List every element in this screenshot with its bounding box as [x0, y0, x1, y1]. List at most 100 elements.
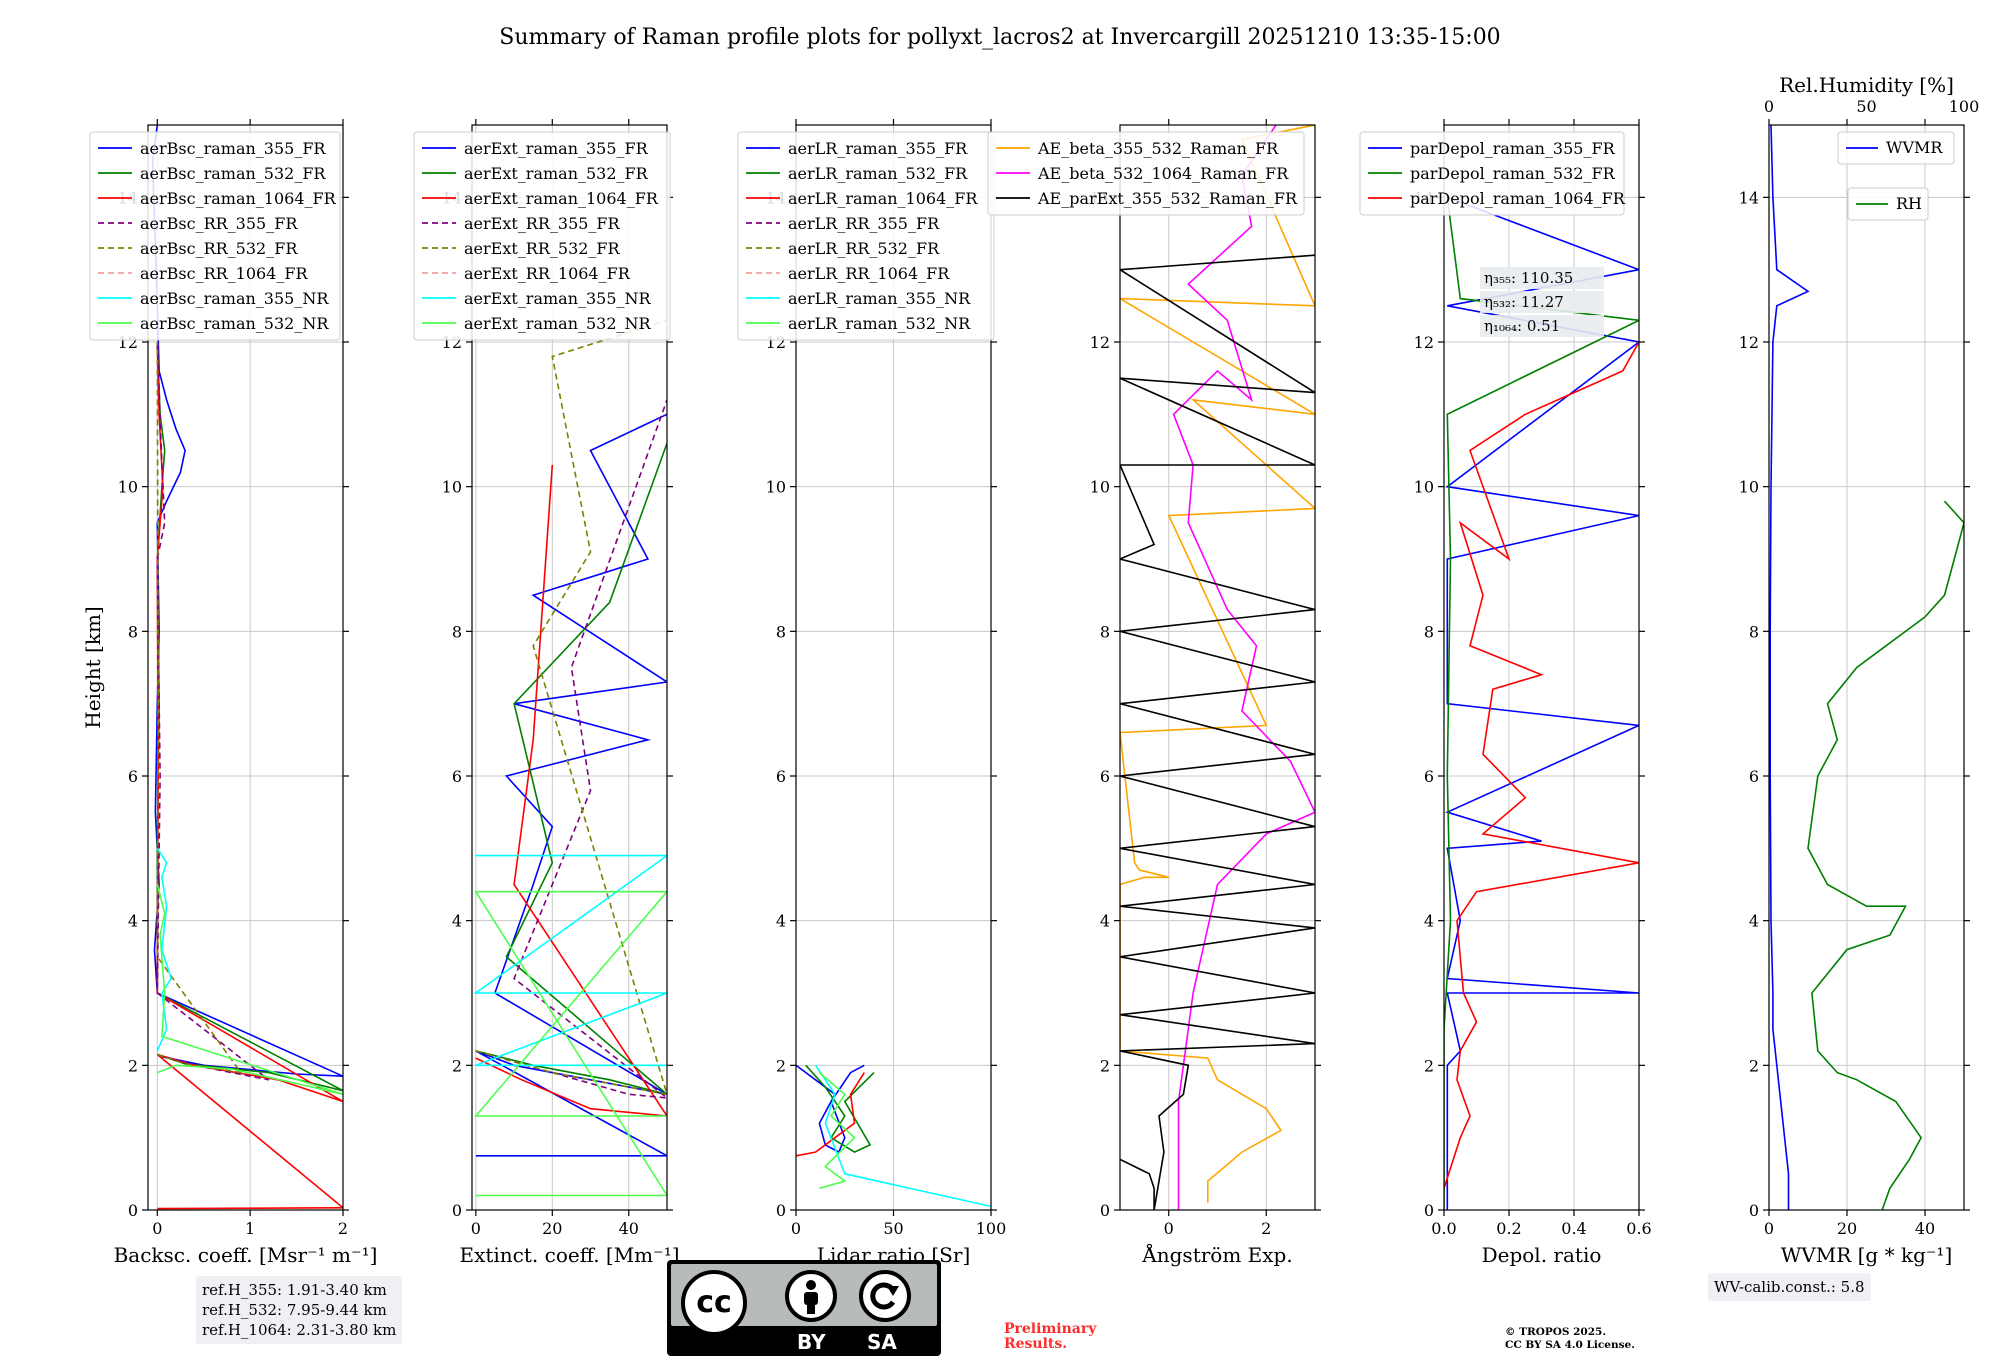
- series-line-parDepol_raman_1064_FR: [1444, 341, 1639, 1189]
- y-tick-label: 8: [1100, 622, 1110, 641]
- x-tick-label: 100: [976, 1219, 1007, 1238]
- legend-label-aerExt_RR_355_FR: aerExt_RR_355_FR: [464, 214, 621, 233]
- legend-label-parDepol_raman_1064_FR: parDepol_raman_1064_FR: [1410, 189, 1626, 208]
- series-line-AE_parExt_355_532_Raman_FR: [1120, 254, 1315, 1210]
- y-tick-label: 10: [118, 478, 138, 497]
- series-line-aerExt_RR_532_FR: [475, 319, 667, 1096]
- y-tick-label: 2: [1100, 1056, 1110, 1075]
- axes-frame: [1768, 124, 1965, 1211]
- y-tick-label: 10: [1414, 478, 1434, 497]
- y-tick-label: 2: [128, 1056, 138, 1075]
- series-line-parDepol_raman_532_FR: [1444, 197, 1639, 1210]
- x-tick-label: 0.6: [1626, 1219, 1651, 1238]
- y-tick-label: 4: [1749, 912, 1759, 931]
- annotation-box: [1480, 291, 1604, 313]
- y-tick-label: 4: [776, 912, 786, 931]
- top-tick-label: 0: [1764, 97, 1774, 116]
- legend-label-aerLR_raman_355_FR: aerLR_raman_355_FR: [788, 139, 968, 158]
- series-line-aerExt_raman_355_FR: [475, 413, 667, 1157]
- y-tick-label: 10: [1090, 478, 1110, 497]
- series-group-ext: [473, 319, 667, 1197]
- series-line-aerBsc_RR_532_FR: [156, 341, 243, 1074]
- x-axis-label: Depol. ratio: [1482, 1243, 1602, 1267]
- wv-calib-const: WV-calib.const.: 5.8: [1714, 1278, 1865, 1296]
- y-tick-label: 6: [776, 767, 786, 786]
- x-tick-label: 0: [471, 1219, 481, 1238]
- x-axis-label: WVMR [g * kg⁻¹]: [1781, 1243, 1953, 1267]
- copyright-line-2: CC BY SA 4.0 License.: [1505, 1339, 1635, 1351]
- legend-label-aerLR_raman_1064_FR: aerLR_raman_1064_FR: [788, 189, 978, 208]
- series-line-aerExt_raman_1064_FR: [475, 464, 667, 1117]
- series-line-WVMR: [1769, 125, 1810, 1210]
- legend-label-aerLR_RR_1064_FR: aerLR_RR_1064_FR: [788, 264, 950, 283]
- series-group-depol: [1444, 196, 1639, 1210]
- y-tick-label: 12: [1090, 333, 1110, 352]
- x-tick-label: 0.4: [1561, 1219, 1586, 1238]
- top-tick-label: 100: [1949, 97, 1980, 116]
- panel-ext: 0204002468101214Extinct. coeff. [Mm⁻¹]ae…: [413, 119, 680, 1267]
- cc-sa-label: SA: [867, 1330, 897, 1354]
- y-tick-label: 4: [128, 912, 138, 931]
- ref-h-355: ref.H_355: 1.91-3.40 km: [202, 1281, 387, 1299]
- y-tick-label: 2: [1749, 1056, 1759, 1075]
- series-line-aerLR_raman_532_NR: [818, 1071, 856, 1190]
- series-line-aerExt_raman_532_FR: [475, 443, 667, 1096]
- y-tick-label: 0: [776, 1201, 786, 1220]
- series-line-aerExt_RR_355_FR: [475, 399, 667, 1099]
- legend-label-aerLR_raman_532_NR: aerLR_raman_532_NR: [788, 314, 971, 333]
- share-alike-glyph: [870, 1282, 899, 1310]
- preliminary-line-1: Preliminary: [1004, 1321, 1097, 1337]
- y-tick-label: 6: [128, 767, 138, 786]
- x-tick-label: 20: [1837, 1219, 1857, 1238]
- preliminary-notice: Preliminary Results.: [1004, 1322, 1096, 1352]
- panel-wv: 0 20 40 0 2 4 6 8 10 12 14 WVMR [g * kg⁻¹] 0 50 100Rel…: [1739, 73, 1980, 1267]
- y-tick-label: 6: [1100, 767, 1110, 786]
- y-tick-label: 12: [1739, 333, 1759, 352]
- x-tick-label: 2: [338, 1219, 348, 1238]
- top-axis-label: Rel.Humidity [%]: [1779, 73, 1954, 97]
- top-tick-label: 50: [1856, 97, 1876, 116]
- legend-box: [987, 131, 1305, 216]
- x-tick-label: 40: [1915, 1219, 1935, 1238]
- x-tick-label: 0.0: [1431, 1219, 1456, 1238]
- series-group-ae: [1120, 125, 1315, 1210]
- y-tick-label: 6: [452, 767, 462, 786]
- legend-label-aerBsc_RR_1064_FR: aerBsc_RR_1064_FR: [140, 264, 309, 283]
- axes-frame: [471, 124, 668, 1211]
- y-tick-label: 4: [1100, 912, 1110, 931]
- x-axis-label: Extinct. coeff. [Mm⁻¹]: [459, 1243, 679, 1267]
- series-group-lr: [796, 1064, 991, 1208]
- y-tick-label: 4: [452, 912, 462, 931]
- legend-label-aerExt_raman_355_FR: aerExt_raman_355_FR: [464, 139, 649, 158]
- axes-frame: [147, 124, 344, 1211]
- annotation-eta: η₁₀₆₄: 0.51: [1484, 317, 1560, 335]
- series-group-bsc: [151, 125, 343, 1210]
- legend-label-aerBsc_RR_532_FR: aerBsc_RR_532_FR: [140, 239, 298, 258]
- legend-label-parDepol_raman_355_FR: parDepol_raman_355_FR: [1410, 139, 1616, 158]
- panel-depol: 0.00.20.40.602468101214Depol. ratioparDe…: [1359, 119, 1652, 1267]
- x-tick-label: 0: [791, 1219, 801, 1238]
- y-tick-label: 14: [1739, 188, 1759, 207]
- y-tick-label: 2: [452, 1056, 462, 1075]
- cc-logo-icon: cc: [681, 1270, 747, 1336]
- x-tick-label: 20: [542, 1219, 562, 1238]
- annotation-box: [1480, 315, 1604, 337]
- legend-label-aerExt_raman_1064_FR: aerExt_raman_1064_FR: [464, 189, 659, 208]
- x-tick-label: 40: [619, 1219, 639, 1238]
- reference-heights-box: ref.H_355: 1.91-3.40 km ref.H_532: 7.95-…: [196, 1276, 403, 1344]
- legend-label-parDepol_raman_532_FR: parDepol_raman_532_FR: [1410, 164, 1616, 183]
- y-tick-label: 0: [1100, 1201, 1110, 1220]
- legend-label-aerLR_RR_532_FR: aerLR_RR_532_FR: [788, 239, 940, 258]
- ref-h-532: ref.H_532: 7.95-9.44 km: [202, 1301, 387, 1319]
- x-tick-label: 1: [245, 1219, 255, 1238]
- legend-box: [1359, 131, 1625, 216]
- series-line-aerLR_raman_355_NR: [814, 1064, 991, 1208]
- legend-label-aerLR_RR_355_FR: aerLR_RR_355_FR: [788, 214, 940, 233]
- legend-wv: WVMR RH: [1837, 131, 1955, 221]
- y-tick-label: 10: [766, 478, 786, 497]
- x-tick-label: 0: [1164, 1219, 1174, 1238]
- series-line-aerBsc_raman_532_NR: [156, 884, 343, 1096]
- y-tick-label: 0: [1424, 1201, 1434, 1220]
- x-axis-label: Backsc. coeff. [Msr⁻¹ m⁻¹]: [114, 1243, 378, 1267]
